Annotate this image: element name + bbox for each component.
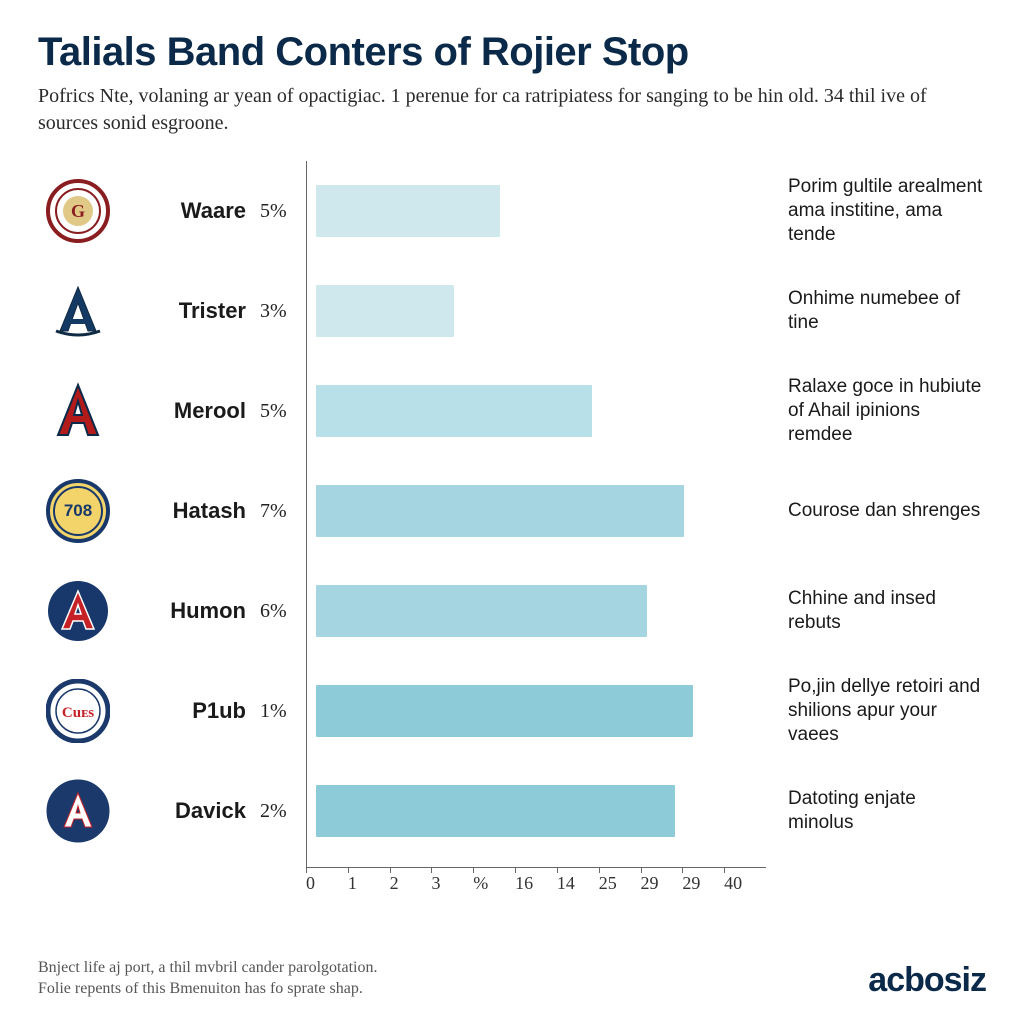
row-label: Waare [124, 198, 254, 224]
footer: Bnject life aj port, a thil mvbril cande… [38, 958, 986, 1000]
x-axis-ticks: 0123%161425292940 [306, 873, 766, 894]
row-description: Porim gultile arealment ama institine, a… [782, 175, 986, 246]
row-label: Davick [124, 798, 254, 824]
chart-row: Trister 3% Onhime numebee of tine [38, 261, 986, 361]
logo-cell: 708 [38, 479, 118, 543]
row-description: Onhime numebee of tine [782, 287, 986, 335]
logo-cell [38, 579, 118, 643]
row-percent: 5% [260, 400, 310, 423]
x-axis-line [306, 867, 766, 868]
x-tick: 29 [682, 873, 724, 894]
row-percent: 6% [260, 600, 310, 623]
bar [316, 385, 592, 437]
chart-row: Merool 5% Ralaxe goce in hubiute of Ahail … [38, 361, 986, 461]
bar [316, 485, 684, 537]
page-subtitle: Pofrics Nte, volaning ar yean of opactig… [38, 83, 986, 137]
row-percent: 3% [260, 300, 310, 323]
bar [316, 185, 500, 237]
x-tick: 2 [390, 873, 432, 894]
logo-cell [38, 779, 118, 843]
page-title: Talials Band Conters of Rojier Stop [38, 30, 986, 75]
bar-chart: G Waare 5% Porim gultile arealment ama inst… [38, 161, 986, 901]
chart-row: 708 Hatash 7% Courose dan shrenges [38, 461, 986, 561]
team-logo-icon [46, 779, 110, 843]
footnote-line-2: Folie repents of this Bmenuiton has fo s… [38, 979, 377, 1000]
bar-area [316, 375, 776, 447]
team-logo-icon: 708 [46, 479, 110, 543]
footnote: Bnject life aj port, a thil mvbril cande… [38, 958, 377, 1000]
x-tick: 1 [348, 873, 390, 894]
bar-area [316, 575, 776, 647]
team-logo-icon [46, 379, 110, 443]
chart-row: Cuᴇs P1ub 1% Po,jin dellye retoiri and shil… [38, 661, 986, 761]
svg-text:G: G [71, 201, 85, 221]
row-label: Merool [124, 398, 254, 424]
row-percent: 7% [260, 500, 310, 523]
bar [316, 285, 454, 337]
chart-row: Davick 2% Datoting enjate minolus [38, 761, 986, 861]
team-logo-icon [46, 579, 110, 643]
svg-text:Cuᴇs: Cuᴇs [62, 705, 94, 721]
row-percent: 1% [260, 700, 310, 723]
x-tick: 16 [515, 873, 557, 894]
team-logo-icon: Cuᴇs [46, 679, 110, 743]
team-logo-icon [46, 279, 110, 343]
logo-cell: G [38, 179, 118, 243]
row-description: Courose dan shrenges [782, 499, 986, 523]
row-label: P1ub [124, 698, 254, 724]
row-percent: 5% [260, 200, 310, 223]
row-description: Chhine and insed rebuts [782, 587, 986, 635]
bar [316, 685, 693, 737]
bar [316, 785, 675, 837]
logo-cell [38, 379, 118, 443]
chart-row: Humon 6% Chhine and insed rebuts [38, 561, 986, 661]
bar-area [316, 675, 776, 747]
row-label: Hatash [124, 498, 254, 524]
svg-text:708: 708 [64, 501, 92, 520]
footnote-line-1: Bnject life aj port, a thil mvbril cande… [38, 958, 377, 979]
bar [316, 585, 647, 637]
row-percent: 2% [260, 800, 310, 823]
x-tick: 25 [599, 873, 641, 894]
row-description: Ralaxe goce in hubiute of Ahail ipinions… [782, 375, 986, 446]
team-logo-icon: G [46, 179, 110, 243]
x-tick: 14 [557, 873, 599, 894]
row-label: Humon [124, 598, 254, 624]
chart-row: G Waare 5% Porim gultile arealment ama inst… [38, 161, 986, 261]
x-tick: % [473, 873, 515, 894]
logo-cell [38, 279, 118, 343]
x-tick: 29 [641, 873, 683, 894]
row-description: Po,jin dellye retoiri and shilions apur … [782, 675, 986, 746]
x-tick: 0 [306, 873, 348, 894]
logo-cell: Cuᴇs [38, 679, 118, 743]
bar-area [316, 275, 776, 347]
x-tick: 40 [724, 873, 766, 894]
chart-rows: G Waare 5% Porim gultile arealment ama inst… [38, 161, 986, 861]
bar-area [316, 775, 776, 847]
row-description: Datoting enjate minolus [782, 787, 986, 835]
bar-area [316, 175, 776, 247]
brand-logo: acbosiz [868, 961, 986, 1000]
bar-area [316, 475, 776, 547]
x-tick: 3 [431, 873, 473, 894]
row-label: Trister [124, 298, 254, 324]
